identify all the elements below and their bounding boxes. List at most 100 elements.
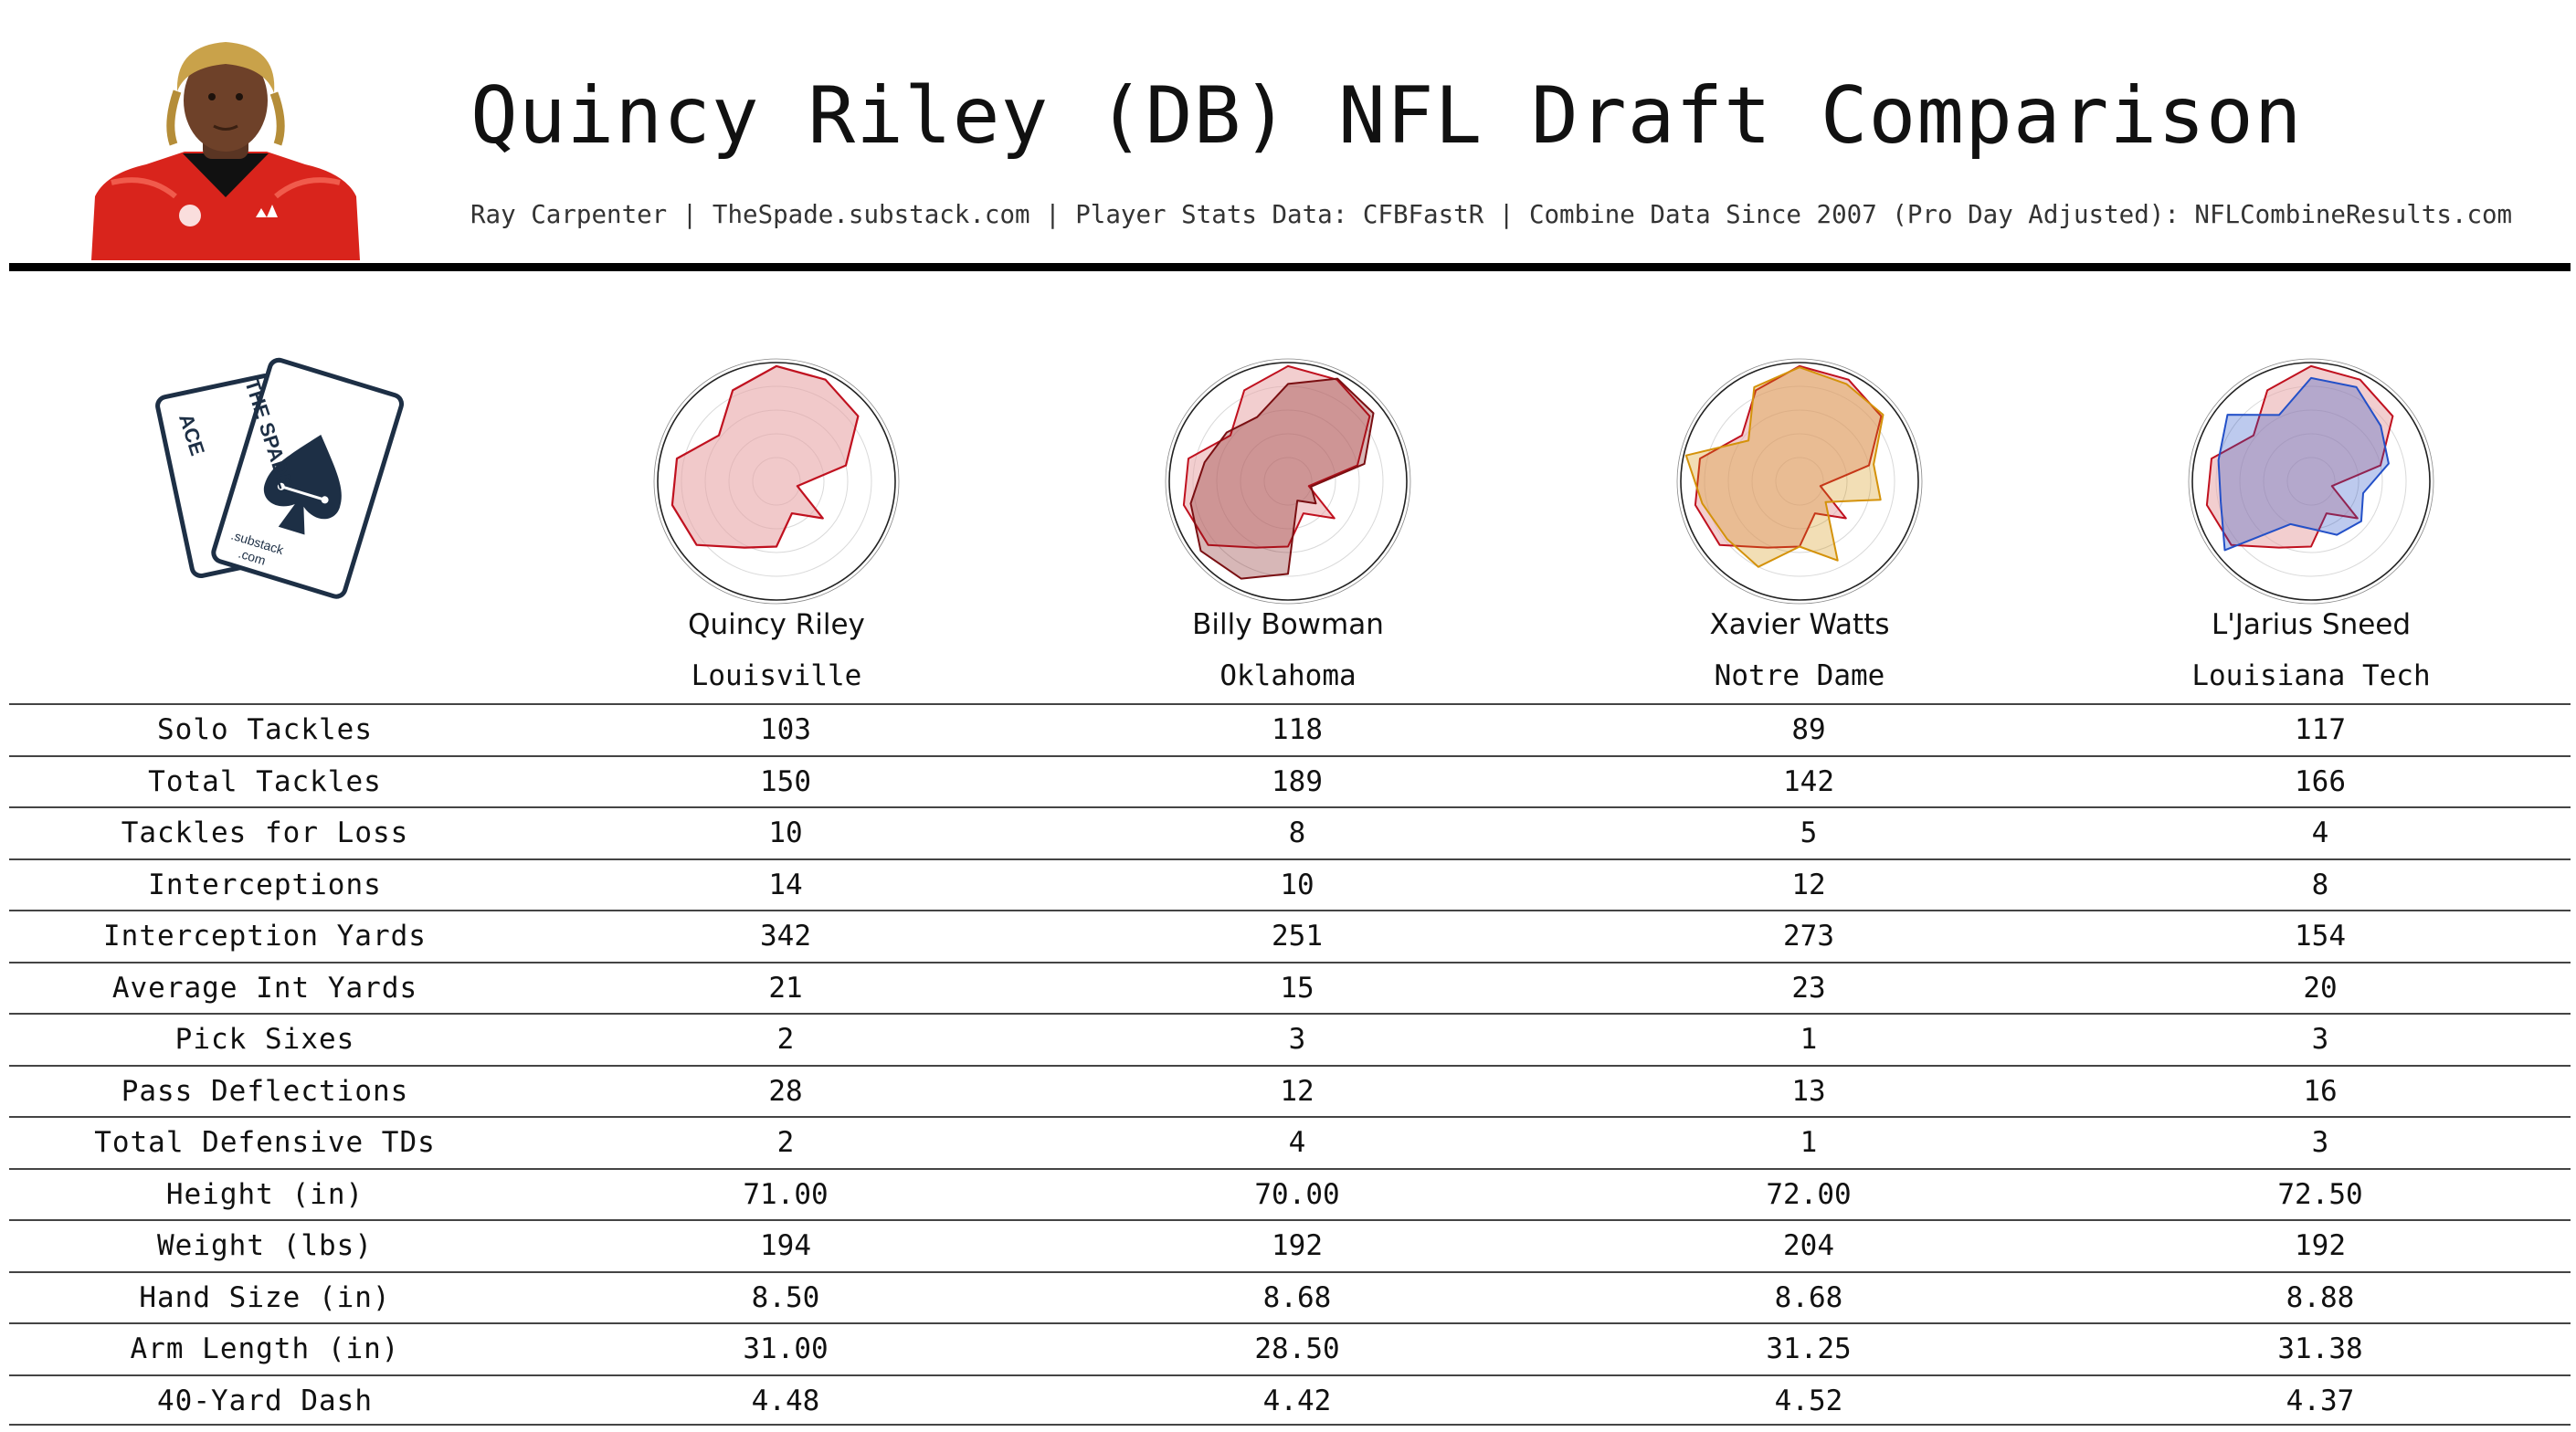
stat-value: 21 [768, 971, 803, 1005]
stat-label: Total Defensive TDs [94, 1126, 436, 1159]
stat-value: 8 [2311, 868, 2329, 901]
page-subtitle: Ray Carpenter | TheSpade.substack.com | … [470, 200, 2513, 229]
radar-series-quincy-riley [2205, 364, 2394, 549]
stat-value: 8.68 [1262, 1280, 1332, 1314]
stat-value: 16 [2303, 1074, 2338, 1108]
stat-value: 70.00 [1254, 1177, 1340, 1211]
radar-series-l-jarius-sneed [2217, 376, 2390, 552]
stat-value: 12 [1791, 868, 1826, 901]
stat-value: 342 [760, 920, 811, 953]
stat-value: 4.48 [751, 1384, 820, 1417]
stat-value: 71.00 [743, 1177, 829, 1211]
stat-label: Solo Tackles [157, 713, 373, 746]
stat-value: 5 [1800, 816, 1818, 849]
stat-label: Height (in) [165, 1177, 364, 1211]
stat-label: Hand Size (in) [139, 1280, 391, 1314]
stat-value: 150 [760, 764, 811, 798]
radar-series-quincy-riley [1182, 364, 1371, 549]
stat-value: 28 [768, 1074, 803, 1108]
radar-series-xavier-watts [1684, 366, 1884, 568]
stat-value: 118 [1272, 713, 1323, 746]
table-row: Total Defensive TDs 2 4 1 3 [9, 1116, 2571, 1168]
radar-chart-ljarius-sneed [2188, 358, 2434, 605]
stat-value: 4.42 [1262, 1384, 1332, 1417]
stat-label: Tackles for Loss [121, 816, 409, 849]
radar-chart-billy-bowman [1165, 358, 1411, 605]
stat-value: 192 [2295, 1229, 2346, 1262]
stat-value: 72.00 [1766, 1177, 1852, 1211]
stat-value: 192 [1272, 1229, 1323, 1262]
stat-label: Arm Length (in) [130, 1332, 400, 1365]
stat-label: Pick Sixes [174, 1023, 355, 1056]
radar-outer-ring [1168, 362, 1408, 601]
radar-frame [2188, 358, 2434, 605]
radar-outer-ring [657, 362, 896, 601]
stat-value: 189 [1272, 764, 1323, 798]
stat-value: 166 [2295, 764, 2346, 798]
stat-value: 194 [760, 1229, 811, 1262]
table-row: Solo Tackles 103 118 89 117 [9, 703, 2571, 755]
page-title: Quincy Riley (DB) NFL Draft Comparison [470, 70, 2303, 162]
stat-value: 8.68 [1774, 1280, 1843, 1314]
stat-value: 103 [760, 713, 811, 746]
radar-frame [1676, 358, 1923, 605]
stat-value: 12 [1280, 1074, 1314, 1108]
stat-value: 72.50 [2277, 1177, 2363, 1211]
stat-value: 8.88 [2286, 1280, 2355, 1314]
stat-value: 13 [1791, 1074, 1826, 1108]
stat-value: 3 [2311, 1023, 2329, 1056]
stat-value: 4 [1288, 1126, 1306, 1159]
table-row: Total Tackles 150 189 142 166 [9, 754, 2571, 807]
radar-series-quincy-riley [670, 364, 860, 549]
table-row: Interception Yards 342 251 273 154 [9, 910, 2571, 962]
table-row: Pass Deflections 28 12 13 16 [9, 1064, 2571, 1117]
stat-value: 4 [2311, 816, 2329, 849]
player-name: Xavier Watts [1709, 608, 1890, 641]
stat-label: Average Int Yards [111, 971, 418, 1005]
stat-value: 1 [1800, 1126, 1818, 1159]
stat-value: 4.52 [1774, 1384, 1843, 1417]
radar-outer-ring [1680, 362, 1919, 601]
table-row: Pick Sixes 2 3 1 3 [9, 1013, 2571, 1065]
stat-label: Interceptions [148, 868, 382, 901]
player-school: Notre Dame [1714, 659, 1885, 692]
radar-chart-quincy-riley [653, 358, 900, 605]
stat-value: 142 [1783, 764, 1834, 798]
stat-label: Total Tackles [148, 764, 382, 798]
stat-value: 1 [1800, 1023, 1818, 1056]
radar-frame [653, 358, 900, 605]
stat-value: 10 [768, 816, 803, 849]
stat-value: 8 [1288, 816, 1306, 849]
stat-value: 14 [768, 868, 803, 901]
player-headshot [91, 42, 360, 260]
stat-label: 40-Yard Dash [157, 1384, 373, 1417]
stat-value: 251 [1272, 920, 1323, 953]
stat-value: 154 [2295, 920, 2346, 953]
table-row: Height (in) 71.00 70.00 72.00 72.50 [9, 1167, 2571, 1220]
the-spade-logo: ACE THE SPADE .substack .com [155, 357, 405, 599]
table-row: Average Int Yards 21 15 23 20 [9, 961, 2571, 1014]
radar-series-billy-bowman [1189, 377, 1375, 580]
header-divider [9, 263, 2571, 271]
stat-value: 4.37 [2286, 1384, 2355, 1417]
stat-value: 117 [2295, 713, 2346, 746]
stat-value: 31.00 [743, 1332, 829, 1365]
table-row: Weight (lbs) 194 192 204 192 [9, 1219, 2571, 1271]
player-name: L'Jarius Sneed [2211, 608, 2412, 641]
stat-value: 23 [1791, 971, 1826, 1005]
stat-value: 8.50 [751, 1280, 820, 1314]
stat-label: Pass Deflections [121, 1074, 409, 1108]
stat-value: 273 [1783, 920, 1834, 953]
stat-value: 2 [776, 1023, 795, 1056]
stat-value: 3 [1288, 1023, 1306, 1056]
table-row: 40-Yard Dash 4.48 4.42 4.52 4.37 [9, 1374, 2571, 1426]
player-name: Billy Bowman [1192, 608, 1384, 641]
stat-value: 89 [1791, 713, 1826, 746]
stat-value: 204 [1783, 1229, 1834, 1262]
stat-label: Interception Yards [103, 920, 427, 953]
stat-value: 2 [776, 1126, 795, 1159]
stat-value: 28.50 [1254, 1332, 1340, 1365]
radar-frame [1165, 358, 1411, 605]
stat-value: 31.38 [2277, 1332, 2363, 1365]
player-school: Louisville [691, 659, 862, 692]
